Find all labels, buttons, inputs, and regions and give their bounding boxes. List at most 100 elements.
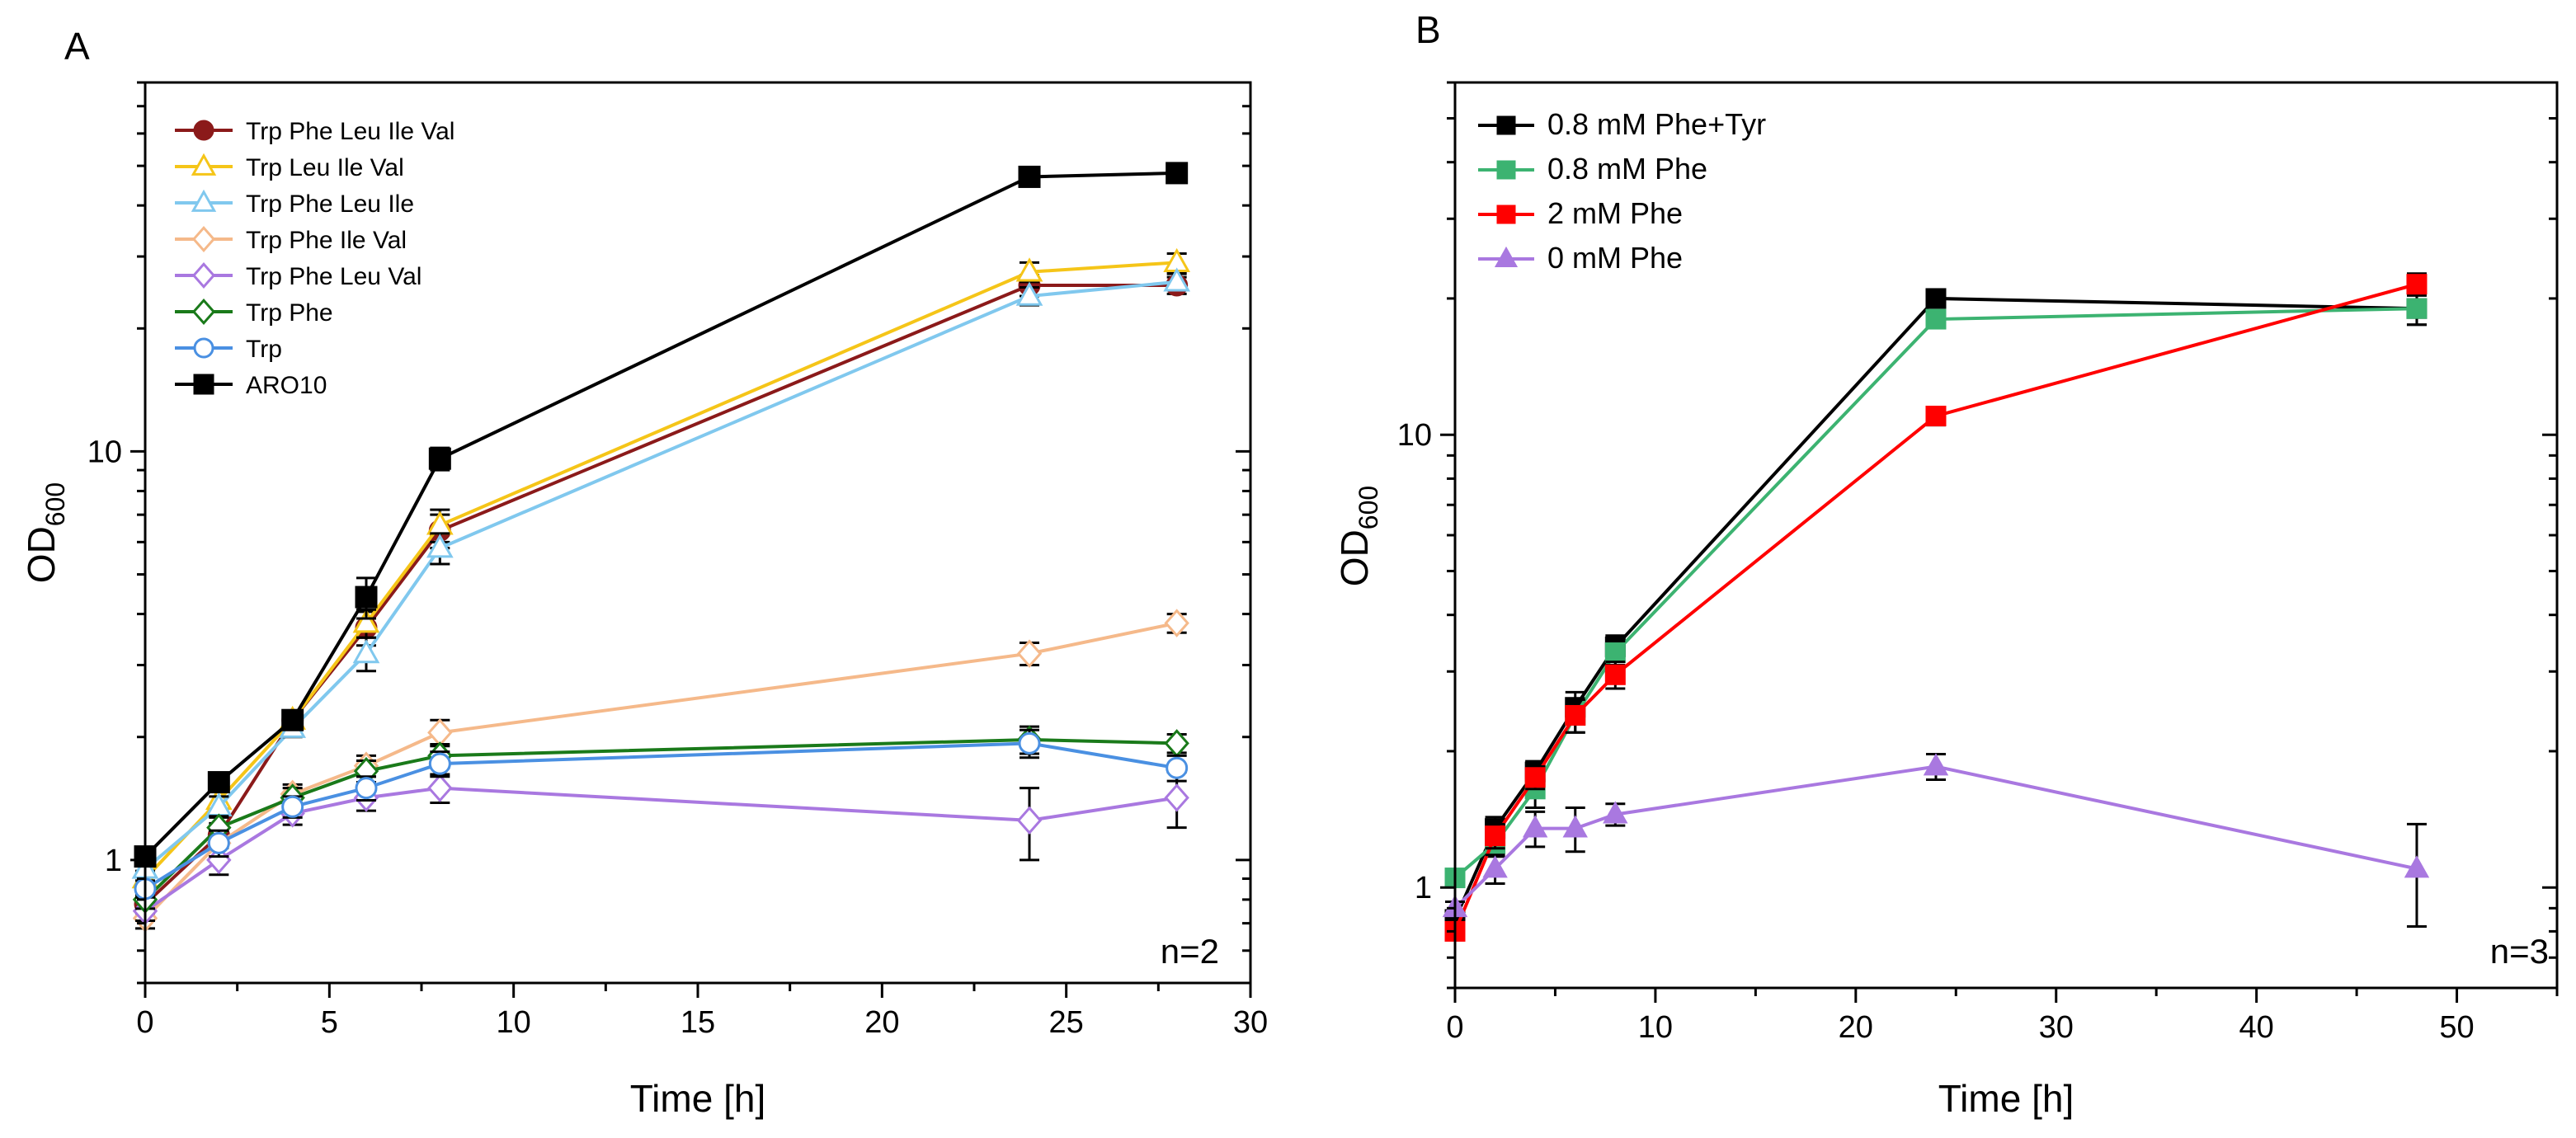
panel-b-data-point xyxy=(1482,855,1508,878)
panel-a-x-tick-label: 10 xyxy=(497,1005,531,1040)
panel-a-data-point xyxy=(1163,267,1191,292)
panel-b-letter: B xyxy=(1415,8,1441,51)
panel-a-data-point xyxy=(207,831,230,854)
panel-b-data-point xyxy=(1524,767,1546,788)
panel-a-data-point xyxy=(428,447,451,470)
panel-a-x-tick-label: 5 xyxy=(321,1005,338,1040)
panel-b-data-point xyxy=(1604,642,1626,664)
panel-a-data-point xyxy=(1016,639,1043,668)
panel-a-legend-label: ARO10 xyxy=(246,372,327,399)
panel-a-legend-item: ARO10 xyxy=(175,372,327,399)
panel-a-data-point xyxy=(427,774,453,802)
panel-a-data-point xyxy=(355,777,378,800)
panel-a-legend-label: Trp Phe Leu Val xyxy=(246,263,421,290)
svg-text:OD600: OD600 xyxy=(1333,486,1383,586)
panel-a-data-point xyxy=(428,752,451,775)
panel-a-x-tick-label: 20 xyxy=(864,1005,899,1040)
panel-a-y-tick-label: 10 xyxy=(87,435,122,469)
panel-a-data-point xyxy=(1166,756,1189,779)
panel-b-legend-label: 2 mM Phe xyxy=(1547,196,1683,230)
panel-a-series-7 xyxy=(134,162,1189,868)
panel-a-legend-item: Trp xyxy=(175,336,282,363)
svg-text:OD600: OD600 xyxy=(20,482,70,583)
panel-a-data-point xyxy=(426,534,454,558)
panel-a-legend-label: Trp xyxy=(246,336,282,363)
panel-b-data-point xyxy=(1565,704,1586,726)
panel-a-series-line xyxy=(144,280,1177,871)
panel-a-legend-marker xyxy=(193,120,214,141)
panel-a-legend-marker xyxy=(191,261,216,289)
panel-a-legend-item: Trp Phe Leu Ile xyxy=(175,189,414,218)
panel-b-legend-marker xyxy=(1494,246,1519,267)
panel-a-x-tick-label: 0 xyxy=(136,1005,153,1040)
panel-a-legend-marker xyxy=(191,153,217,176)
panel-b-x-tick-label: 30 xyxy=(2039,1010,2074,1045)
panel-b-axes: 0 10 20 30 40 50 1 10 xyxy=(1397,81,2559,1045)
panel-a-data-point xyxy=(1166,162,1189,185)
panel-a-legend-marker xyxy=(191,225,216,253)
panel-b-legend-item: 0 mM Phe xyxy=(1478,241,1683,275)
panel-a-data-point xyxy=(1015,257,1043,282)
panel-b-legend-marker xyxy=(1496,160,1516,180)
panel-b-data-point xyxy=(2404,855,2430,878)
panel-b-x-tick-label: 20 xyxy=(1839,1010,1873,1045)
panel-a-data-point xyxy=(427,718,453,747)
panel-a-series-line xyxy=(144,621,1178,919)
panel-a-x-axis-title: Time [h] xyxy=(630,1077,765,1120)
panel-b-y-tick-label: 10 xyxy=(1397,418,1432,453)
panel-a-y-tick-label: 1 xyxy=(105,844,122,878)
panel-a-n-annotation: n=2 xyxy=(1161,932,1219,971)
panel-a-x-tick-label: 25 xyxy=(1049,1005,1084,1040)
panel-b-legend-item: 0.8 mM Phe+Tyr xyxy=(1478,107,1766,141)
panel-b-legend-label: 0.8 mM Phe+Tyr xyxy=(1547,107,1766,141)
panel-b-legend-marker xyxy=(1496,205,1516,224)
panel-b-x-axis-title: Time [h] xyxy=(1938,1077,2074,1120)
panel-b-data-point xyxy=(1522,815,1548,838)
panel-b-legend-marker xyxy=(1496,115,1516,135)
panel-b-data-point xyxy=(1562,815,1588,838)
panel-a-ylabel-sub: 600 xyxy=(40,482,70,526)
panel-b-legend: 0.8 mM Phe+Tyr 0.8 mM Phe 2 mM Phe 0 mM Phe xyxy=(1478,107,1766,275)
panel-a-legend-marker xyxy=(191,189,217,212)
panel-a-legend-marker xyxy=(193,337,214,359)
panel-b-y-tick-label: 1 xyxy=(1415,871,1432,905)
panel-b-y-axis-title: OD600 xyxy=(1333,486,1383,586)
panel-b-x-tick-label: 10 xyxy=(1638,1010,1673,1045)
panel-b-data-point xyxy=(1604,664,1626,685)
panel-a-legend-marker xyxy=(193,374,214,395)
panel-a-data-point xyxy=(1018,165,1041,188)
panel-a-legend-label: Trp Leu Ile Val xyxy=(246,154,404,181)
panel-b-data-point xyxy=(2406,298,2428,319)
panel-a-ylabel-main: OD xyxy=(20,526,63,583)
panel-b-data-point xyxy=(1925,308,1947,330)
panel-b-series-line xyxy=(1453,296,2418,920)
panel-b-series-line xyxy=(1453,307,2418,880)
panel-a-legend-item: Trp Phe Leu Ile Val xyxy=(175,118,454,145)
panel-a-data-point xyxy=(281,795,304,818)
panel-b-ylabel-sub: 600 xyxy=(1354,486,1383,529)
panel-a-legend-item: Trp Leu Ile Val xyxy=(175,153,404,181)
panel-b-x-tick-label: 50 xyxy=(2439,1010,2474,1045)
panel-a-data-point xyxy=(352,609,380,633)
panel-a-data-point xyxy=(1016,806,1043,835)
panel-b-data-point xyxy=(2406,274,2428,295)
panel-b-x-tick-label: 40 xyxy=(2239,1010,2273,1045)
panel-a-series-line xyxy=(144,261,1177,880)
panel-b-series-1 xyxy=(1444,292,2428,889)
panel-a-data-point xyxy=(352,639,380,664)
panel-b-series-3 xyxy=(1442,753,2430,929)
panel-a-legend-item: Trp Phe Leu Val xyxy=(175,261,421,290)
panel-a-axes: 0 5 10 15 20 25 30 1 10 xyxy=(87,81,1268,1040)
panel-a-legend: Trp Phe Leu Ile Val Trp Leu Ile Val Trp Ph… xyxy=(175,118,454,399)
panel-a-data-point xyxy=(1015,281,1043,306)
panel-a-legend-item: Trp Phe xyxy=(175,298,333,327)
panel-a-legend-item: Trp Phe Ile Val xyxy=(175,225,407,254)
panel-b-series-line xyxy=(1453,764,2418,910)
panel-a-x-tick-label: 30 xyxy=(1233,1005,1268,1040)
panel-a-legend-label: Trp Phe Ile Val xyxy=(246,227,407,254)
panel-a-letter: A xyxy=(64,25,90,68)
panel-b-ylabel-main: OD xyxy=(1333,529,1376,586)
